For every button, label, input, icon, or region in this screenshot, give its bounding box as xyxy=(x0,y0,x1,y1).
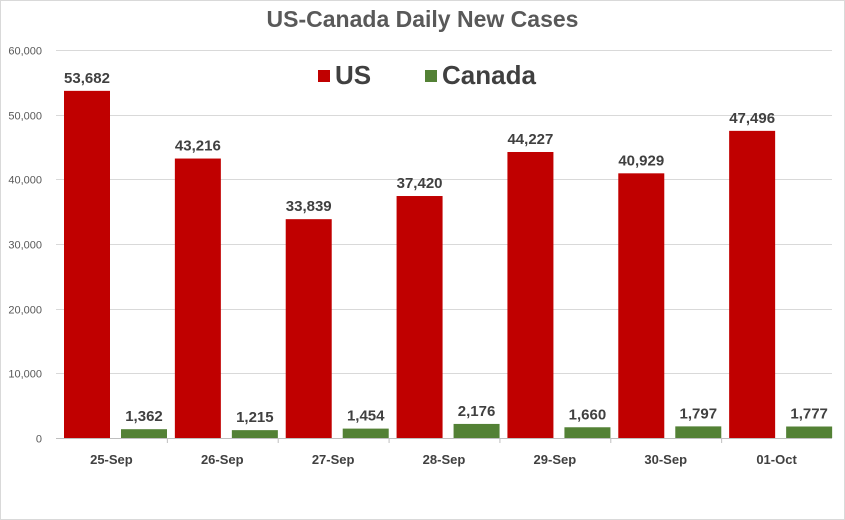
bar-canada-01-oct xyxy=(786,426,833,438)
data-label-us-27-sep: 33,839 xyxy=(286,198,332,215)
bar-us-27-sep xyxy=(285,219,332,438)
y-axis: 0 10,000 20,000 30,000 40,000 50,000 60,000 xyxy=(8,46,42,446)
y-tick-label: 60,000 xyxy=(8,46,42,58)
y-tick-label: 40,000 xyxy=(8,175,42,187)
bar-us-30-sep xyxy=(618,173,665,438)
data-label-canada-27-sep: 1,454 xyxy=(347,408,385,425)
data-label-us-01-oct: 47,496 xyxy=(729,110,775,127)
x-tick-label: 30-Sep xyxy=(644,452,687,467)
chart-title: US-Canada Daily New Cases xyxy=(266,6,579,32)
x-tick-label: 27-Sep xyxy=(312,452,355,467)
data-label-us-29-sep: 44,227 xyxy=(507,131,553,148)
data-label-canada-28-sep: 2,176 xyxy=(458,403,496,420)
y-tick-label: 30,000 xyxy=(8,240,42,252)
data-label-canada-01-oct: 1,777 xyxy=(790,406,828,423)
data-label-us-28-sep: 37,420 xyxy=(397,175,443,192)
x-tick-label: 01-Oct xyxy=(756,452,797,467)
data-label-canada-25-sep: 1,362 xyxy=(125,408,163,425)
bar-us-29-sep xyxy=(507,151,554,439)
bar-canada-25-sep xyxy=(121,429,167,438)
y-tick-label: 20,000 xyxy=(8,305,42,317)
legend-swatch-canada xyxy=(425,70,437,82)
x-tick-label: 29-Sep xyxy=(534,452,577,467)
legend-label-canada: Canada xyxy=(442,60,536,90)
x-tick-label: 25-Sep xyxy=(90,452,133,467)
bar-us-01-oct xyxy=(729,130,776,439)
data-labels: 53,682 1,362 43,216 1,215 33,839 1,454 37,420 2… xyxy=(64,70,828,426)
data-label-canada-26-sep: 1,215 xyxy=(236,409,274,426)
x-tick-label: 28-Sep xyxy=(423,452,466,467)
data-label-canada-30-sep: 1,797 xyxy=(680,405,718,422)
y-tick-label: 10,000 xyxy=(8,369,42,381)
legend-swatch-us xyxy=(318,70,330,82)
data-label-us-26-sep: 43,216 xyxy=(175,138,221,155)
bar-canada-28-sep xyxy=(453,423,500,438)
bar-canada-27-sep xyxy=(342,428,389,438)
data-label-us-25-sep: 53,682 xyxy=(64,70,110,87)
bar-canada-26-sep xyxy=(231,430,278,438)
bar-canada-29-sep xyxy=(564,427,611,438)
legend: US Canada xyxy=(318,60,536,90)
gridlines xyxy=(56,50,832,374)
y-tick-label: 0 xyxy=(36,434,42,446)
data-label-us-30-sep: 40,929 xyxy=(618,152,664,169)
y-tick-label: 50,000 xyxy=(8,111,42,123)
x-tick-label: 26-Sep xyxy=(201,452,244,467)
bar-us-25-sep xyxy=(64,90,110,439)
bar-us-28-sep xyxy=(396,196,443,438)
bar-canada-30-sep xyxy=(675,426,722,438)
bar-us-26-sep xyxy=(174,158,221,438)
bars xyxy=(64,90,833,439)
x-axis: 25-Sep 26-Sep 27-Sep 28-Sep 29-Sep 30-Sep 01-O… xyxy=(56,438,832,467)
legend-label-us: US xyxy=(335,60,371,90)
data-label-canada-29-sep: 1,660 xyxy=(569,406,607,423)
